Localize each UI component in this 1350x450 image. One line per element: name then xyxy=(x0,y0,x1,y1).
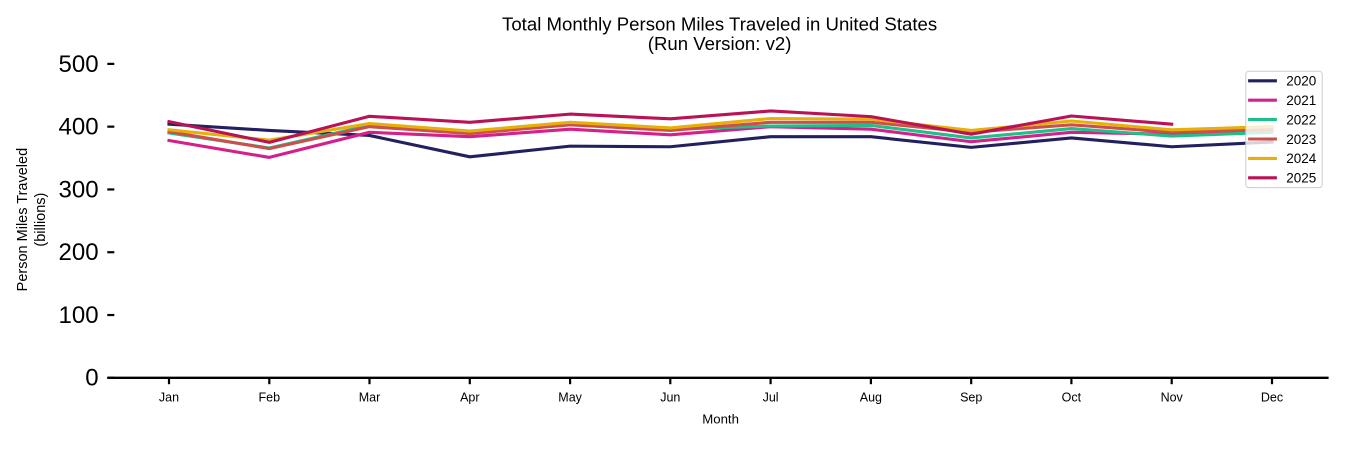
svg-text:Aug: Aug xyxy=(860,391,882,405)
svg-text:Oct: Oct xyxy=(1062,391,1082,405)
svg-text:2024: 2024 xyxy=(1286,151,1317,166)
svg-text:Jan: Jan xyxy=(159,391,179,405)
svg-text:2025: 2025 xyxy=(1286,171,1316,186)
svg-text:2021: 2021 xyxy=(1286,93,1316,108)
svg-text:2023: 2023 xyxy=(1286,132,1316,147)
svg-text:(Run Version: v2): (Run Version: v2) xyxy=(648,33,792,54)
svg-text:Total Monthly Person Miles Tra: Total Monthly Person Miles Traveled in U… xyxy=(502,13,937,34)
svg-text:Apr: Apr xyxy=(460,391,479,405)
svg-text:Nov: Nov xyxy=(1161,391,1184,405)
svg-text:(billions): (billions) xyxy=(33,193,49,247)
svg-text:Month: Month xyxy=(702,412,739,427)
svg-text:200: 200 xyxy=(59,239,99,266)
svg-text:Mar: Mar xyxy=(359,391,381,405)
svg-text:Sep: Sep xyxy=(960,391,982,405)
svg-text:Jun: Jun xyxy=(660,391,680,405)
svg-text:500: 500 xyxy=(59,51,99,78)
svg-text:Feb: Feb xyxy=(259,391,281,405)
svg-text:300: 300 xyxy=(59,176,99,203)
svg-text:Jul: Jul xyxy=(763,391,779,405)
svg-text:May: May xyxy=(558,391,582,405)
svg-text:0: 0 xyxy=(85,365,98,392)
svg-text:400: 400 xyxy=(59,114,99,141)
svg-text:100: 100 xyxy=(59,302,99,329)
svg-text:2022: 2022 xyxy=(1286,112,1316,127)
svg-text:Dec: Dec xyxy=(1261,391,1283,405)
svg-text:2020: 2020 xyxy=(1286,74,1316,89)
svg-text:Person Miles Traveled: Person Miles Traveled xyxy=(15,148,31,291)
